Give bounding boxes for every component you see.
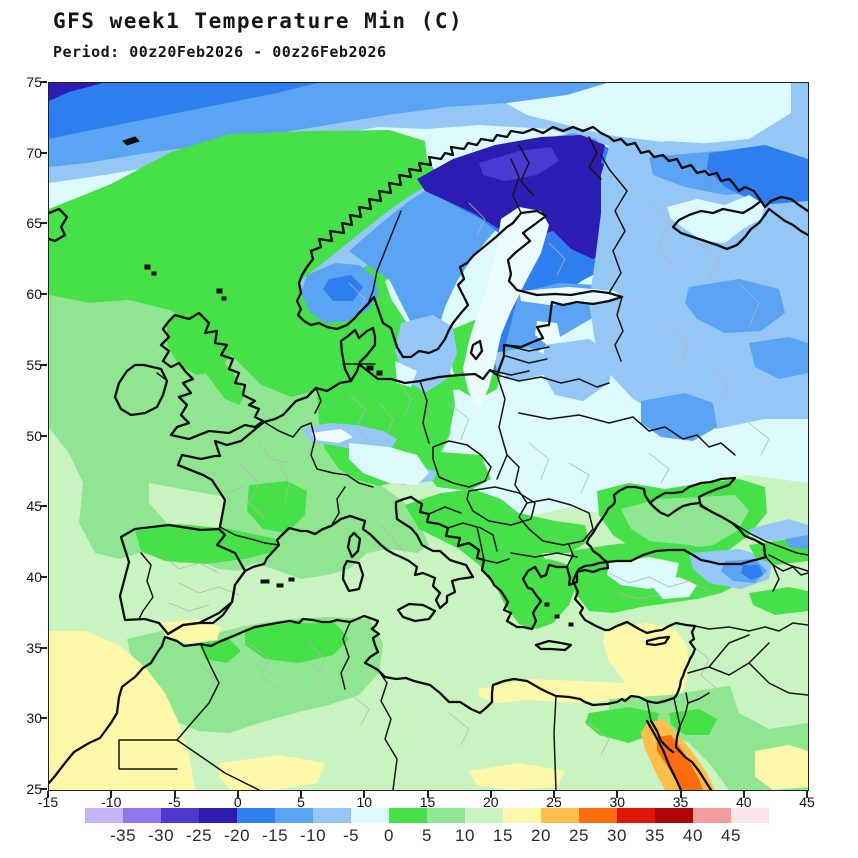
coastlines: [49, 125, 808, 790]
lon-tick-label: 45: [799, 794, 815, 810]
colorbar-tick-label: 10: [455, 826, 475, 845]
colorbar-tick-label: 25: [569, 826, 589, 845]
colorbar-segment: [313, 808, 351, 823]
colorbar-segment: [351, 808, 389, 823]
colorbar-segment: [693, 808, 731, 823]
colorbar-tick-label: 40: [683, 826, 703, 845]
colorbar-segment: [85, 808, 123, 823]
lat-tick-label: 55: [26, 356, 42, 373]
lon-tick-mark: [489, 791, 492, 798]
colorbar-segment: [617, 808, 655, 823]
colorbar-tick-label: -35: [109, 826, 137, 845]
lon-tick-label: 15: [419, 794, 436, 810]
lat-tick-mark: [40, 222, 47, 225]
lon-tick-mark: [173, 791, 176, 798]
lat-tick-label: 40: [26, 568, 42, 585]
colorbar-tick-label: -15: [261, 826, 289, 845]
colorbar-segment: [427, 808, 465, 823]
lat-tick-mark: [40, 788, 47, 790]
lon-tick-label: 10: [356, 794, 373, 810]
lat-tick-mark: [40, 717, 47, 720]
lon-tick-mark: [679, 791, 682, 798]
lat-tick-mark: [40, 151, 47, 154]
colorbar-tick-label: -20: [223, 826, 251, 845]
colorbar-segment: [199, 808, 237, 823]
lon-tick-mark: [616, 791, 619, 798]
colorbar-tick-label: 45: [721, 826, 741, 845]
lat-tick-label: 75: [26, 74, 42, 90]
lat-tick-label: 35: [26, 639, 42, 656]
lon-tick-mark: [47, 791, 49, 798]
lon-tick-mark: [553, 791, 555, 798]
lat-tick-label: 50: [26, 427, 42, 444]
colorbar-tick-label: 35: [645, 826, 665, 845]
colorbar-tick-label: 0: [384, 826, 394, 845]
colorbar-segment: [503, 808, 541, 823]
colorbar-tick-label: 20: [531, 826, 551, 845]
lat-tick-mark: [40, 363, 47, 366]
colorbar-segment: [237, 808, 275, 823]
lat-tick-mark: [40, 646, 47, 649]
colorbar-tick-label: -30: [147, 826, 175, 845]
lon-tick-label: -15: [37, 794, 59, 810]
lat-tick-label: 60: [26, 286, 42, 303]
admin-borders-gray: [158, 202, 770, 756]
lon-tick-label: 20: [482, 794, 499, 810]
colorbar-tick-label: -10: [299, 826, 327, 845]
colorbar-segment: [275, 808, 313, 823]
lon-tick-mark: [110, 791, 113, 798]
colorbar-segment: [541, 808, 579, 823]
colorbar-segment: [731, 808, 769, 823]
colorbar-tick-label: -5: [342, 826, 360, 845]
lon-tick-label: 25: [546, 794, 562, 810]
lon-tick-label: 30: [609, 794, 626, 810]
colorbar-segment: [465, 808, 503, 823]
colorbar-tick-label: 30: [607, 826, 627, 845]
europe-temperature-map: [49, 83, 808, 790]
colorbar-tick-label: 15: [493, 826, 513, 845]
lon-tick-label: -10: [101, 794, 122, 810]
colorbar-tick-label: 5: [422, 826, 432, 845]
colorbar-segment: [161, 808, 199, 823]
lat-tick-mark: [40, 293, 47, 296]
lon-tick-mark: [300, 791, 302, 798]
colorbar-segment: [389, 808, 427, 823]
country-borders: [118, 136, 808, 790]
colorbar: [85, 808, 769, 823]
lon-tick-label: -5: [168, 794, 181, 810]
map-frame: [48, 82, 809, 791]
lon-tick-label: 40: [735, 794, 752, 810]
lon-tick-mark: [363, 791, 366, 798]
colorbar-segment: [655, 808, 693, 823]
small-islands: [122, 136, 574, 627]
lat-tick-mark: [40, 575, 47, 578]
lat-tick-label: 30: [26, 710, 42, 727]
lon-tick-label: 5: [297, 794, 305, 810]
colorbar-segment: [579, 808, 617, 823]
lat-tick-mark: [40, 81, 47, 83]
period-subtitle: Period: 00z20Feb2026 - 00z26Feb2026: [53, 43, 387, 61]
lat-tick-mark: [40, 505, 47, 508]
lat-tick-label: 65: [26, 215, 42, 232]
page-title: GFS week1 Temperature Min (C): [53, 9, 464, 33]
lon-tick-mark: [742, 791, 745, 798]
lat-tick-label: 25: [26, 781, 42, 797]
colorbar-tick-label: -25: [185, 826, 213, 845]
lon-tick-mark: [236, 791, 239, 798]
lon-tick-label: 35: [672, 794, 689, 810]
lon-tick-mark: [426, 791, 429, 798]
lon-tick-label: 0: [233, 794, 242, 810]
lat-tick-mark: [40, 434, 47, 437]
lon-tick-mark: [806, 791, 808, 798]
colorbar-segment: [123, 808, 161, 823]
lat-tick-label: 45: [26, 498, 42, 515]
lat-tick-label: 70: [26, 144, 42, 161]
